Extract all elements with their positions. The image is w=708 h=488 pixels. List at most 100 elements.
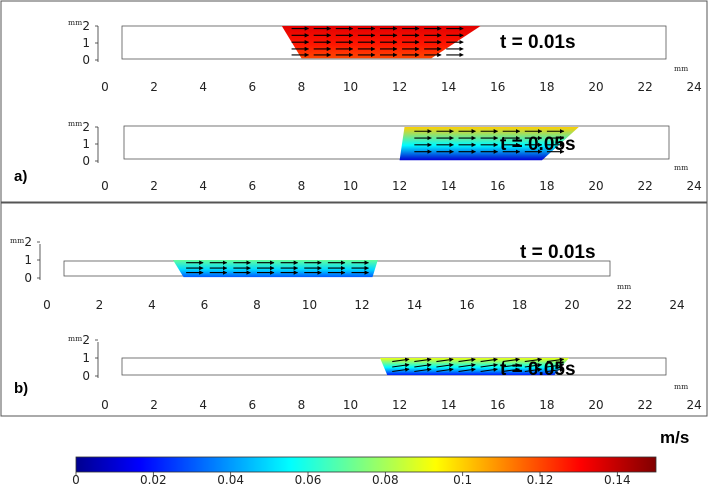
x-tick-label: 10 [343, 179, 358, 193]
x-tick-label: 4 [199, 179, 207, 193]
colorbar-tick-label: 0.06 [295, 473, 322, 487]
x-tick-label: 22 [617, 298, 632, 312]
y-tick-label: 2 [24, 235, 32, 249]
x-tick-label: 2 [150, 179, 158, 193]
velocity-arrow [392, 357, 410, 363]
x-tick-label: 0 [43, 298, 51, 312]
velocity-arrow [414, 367, 432, 373]
x-tick-label: 8 [298, 80, 306, 94]
panels-layer: 012mm02468101214161820222426283032mmt = … [10, 18, 702, 412]
velocity-arrow [502, 357, 520, 363]
x-tick-label: 20 [588, 80, 603, 94]
x-tick-label: 0 [101, 179, 109, 193]
panel-1: 012mm02468101214161820222426283032mmt = … [68, 18, 702, 94]
time-label: t = 0.05s [500, 359, 576, 380]
x-tick-label: 12 [392, 179, 407, 193]
x-tick-label: 24 [687, 398, 702, 412]
colorbar: 0 0.02 0.04 0.06 0.08 0.1 0.12 0.14 m/s [72, 428, 689, 487]
velocity-arrow [436, 357, 454, 363]
x-tick-label: 22 [637, 80, 652, 94]
x-tick-label: 2 [150, 398, 158, 412]
colorbar-tick-label: 0.04 [217, 473, 244, 487]
x-unit-label: mm [674, 163, 688, 172]
y-tick-label: 1 [82, 351, 90, 365]
x-tick-label: 0 [101, 398, 109, 412]
velocity-arrow [524, 367, 543, 373]
x-tick-label: 2 [96, 298, 104, 312]
colorbar-unit: m/s [660, 428, 689, 447]
x-tick-label: 24 [687, 179, 702, 193]
x-tick-label: 8 [253, 298, 261, 312]
velocity-arrow [392, 367, 410, 373]
velocity-arrow [546, 357, 565, 363]
time-label: t = 0.05s [500, 134, 576, 155]
x-tick-label: 14 [441, 398, 456, 412]
y-tick-label: 1 [82, 137, 90, 151]
velocity-arrow [524, 363, 543, 368]
velocity-arrow [414, 357, 432, 363]
colorbar-tick-label: 0 [72, 473, 80, 487]
melt-pool-field [173, 260, 378, 278]
x-tick-label: 8 [298, 179, 306, 193]
x-tick-label: 24 [669, 298, 684, 312]
colorbar-ticks: 0 0.02 0.04 0.06 0.08 0.1 0.12 0.14 [72, 472, 631, 487]
workpiece-outline [123, 125, 670, 160]
x-tick-label: 18 [539, 80, 554, 94]
colorbar-tick-label: 0.1 [453, 473, 472, 487]
x-tick-label: 20 [588, 398, 603, 412]
x-tick-label: 6 [248, 398, 256, 412]
y-tick-label: 2 [82, 333, 90, 347]
time-label: t = 0.01s [520, 242, 596, 263]
x-tick-label: 4 [199, 398, 207, 412]
x-tick-label: 20 [564, 298, 579, 312]
x-tick-label: 6 [248, 80, 256, 94]
colorbar-tick-label: 0.08 [372, 473, 399, 487]
colorbar-gradient [75, 456, 657, 473]
y-unit-label: mm [68, 119, 82, 128]
y-tick-label: 0 [82, 53, 90, 67]
velocity-arrow [480, 357, 498, 363]
x-tick-label: 18 [539, 179, 554, 193]
x-tick-label: 16 [490, 80, 505, 94]
y-unit-label: mm [10, 236, 24, 245]
velocity-arrow [480, 367, 498, 373]
velocity-arrow [502, 363, 520, 368]
velocity-arrow [458, 367, 476, 373]
x-tick-label: 8 [298, 398, 306, 412]
x-tick-label: 10 [343, 80, 358, 94]
colorbar-tick-label: 0.02 [140, 473, 167, 487]
x-tick-label: 6 [201, 298, 209, 312]
y-tick-label: 1 [82, 36, 90, 50]
x-tick-label: 4 [148, 298, 156, 312]
x-tick-label: 22 [637, 179, 652, 193]
x-tick-label: 2 [150, 80, 158, 94]
x-tick-label: 22 [637, 398, 652, 412]
velocity-arrow [502, 367, 520, 373]
time-label: t = 0.01s [500, 32, 576, 53]
x-tick-label: 10 [343, 398, 358, 412]
velocity-arrow [414, 363, 432, 368]
y-tick-label: 1 [24, 253, 32, 267]
y-unit-label: mm [68, 334, 82, 343]
x-tick-label: 12 [354, 298, 369, 312]
x-tick-label: 10 [302, 298, 317, 312]
x-tick-label: 4 [199, 80, 207, 94]
x-tick-label: 12 [392, 398, 407, 412]
x-unit-label: mm [674, 382, 688, 391]
velocity-arrow [458, 363, 476, 368]
velocity-arrow [480, 363, 498, 368]
x-tick-label: 6 [248, 179, 256, 193]
x-tick-label: 16 [490, 398, 505, 412]
velocity-arrow [524, 357, 543, 363]
velocity-arrow [436, 367, 454, 373]
x-tick-label: 16 [490, 179, 505, 193]
y-tick-label: 0 [24, 271, 32, 285]
y-tick-label: 2 [82, 19, 90, 33]
section-a-frame [0, 0, 708, 203]
velocity-arrow [458, 357, 476, 363]
x-unit-label: mm [674, 64, 688, 73]
colorbar-tick-label: 0.12 [527, 473, 554, 487]
x-unit-label: mm [617, 282, 631, 291]
colorbar-tick-label: 0.14 [604, 473, 631, 487]
